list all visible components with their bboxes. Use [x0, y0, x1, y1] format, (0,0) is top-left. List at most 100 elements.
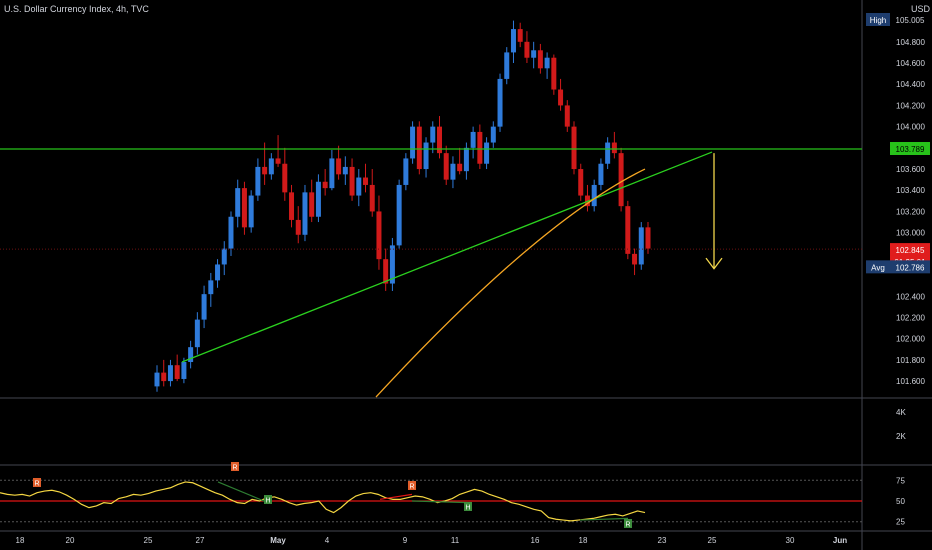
- candle-body: [490, 126, 496, 143]
- divergence-marker-label: H: [265, 498, 270, 505]
- candle-body: [598, 163, 604, 185]
- candle-body: [302, 192, 308, 235]
- candle-body: [504, 52, 510, 79]
- time-tick-label: 18: [16, 536, 25, 545]
- oscillator-line: [0, 481, 646, 522]
- time-tick-label: 20: [66, 536, 75, 545]
- osc-tick-label: 75: [896, 476, 905, 485]
- candle-body: [248, 195, 254, 228]
- time-tick-label: 18: [579, 536, 588, 545]
- avg-value: 102.786: [896, 263, 925, 272]
- divergence-marker-label: R: [409, 484, 414, 491]
- price-tick-label: 104.800: [896, 38, 925, 47]
- high-tag: High: [870, 16, 886, 25]
- candle-body: [289, 192, 295, 220]
- candle-body: [356, 177, 362, 196]
- currency-label: USD: [910, 4, 930, 14]
- high-value-bg: [890, 13, 930, 27]
- price-tick-label: 104.600: [896, 59, 925, 68]
- candle-body: [161, 372, 167, 382]
- candle-body: [376, 211, 382, 260]
- price-value-bg: [890, 243, 930, 257]
- candle-body: [389, 245, 395, 284]
- candle-body: [201, 294, 207, 320]
- candle-body: [262, 166, 268, 175]
- candle-body: [450, 163, 456, 180]
- candle-body: [477, 131, 483, 164]
- candle-body: [645, 227, 651, 249]
- candle-body: [167, 365, 173, 382]
- candle-body: [403, 158, 409, 185]
- price-value: 102.845: [896, 246, 925, 255]
- candle-body: [558, 89, 564, 106]
- divergence-marker-label: R: [625, 522, 630, 529]
- time-tick-label: 25: [708, 536, 717, 545]
- time-tick-label: 23: [658, 536, 667, 545]
- avg-value-bg: [890, 260, 930, 274]
- candle-body: [470, 131, 476, 148]
- candle-body: [463, 147, 469, 172]
- price-tick-label: 102.400: [896, 292, 925, 301]
- price-tick-label: 101.600: [896, 377, 925, 386]
- price-tick-label: 104.200: [896, 101, 925, 110]
- level-value: 103.789: [896, 145, 925, 154]
- divergence-line: [217, 481, 269, 504]
- down-arrow-head: [705, 257, 723, 270]
- divergence-marker: [231, 462, 239, 471]
- time-tick-label: 11: [451, 536, 460, 545]
- candle-body: [181, 362, 187, 379]
- divergence-line: [579, 517, 629, 521]
- candle-body: [531, 50, 537, 58]
- time-tick-label: May: [270, 536, 286, 545]
- time-tick-label: 16: [531, 536, 540, 545]
- candle-body: [315, 181, 321, 217]
- divergence-marker-label: H: [465, 505, 470, 512]
- time-tick-label: 4: [325, 536, 330, 545]
- high-value: 105.005: [896, 16, 925, 25]
- price-tick-label: 103.600: [896, 165, 925, 174]
- candle-body: [551, 57, 557, 90]
- candle-body: [309, 192, 315, 217]
- candle-body: [329, 158, 335, 189]
- candle-body: [571, 126, 577, 170]
- candle-body: [322, 181, 328, 189]
- candle-body: [497, 78, 503, 127]
- candle-body: [282, 163, 288, 193]
- divergence-marker: [464, 502, 472, 511]
- candle-body: [188, 347, 194, 363]
- divergence-marker: [624, 519, 632, 528]
- candle-body: [423, 142, 429, 170]
- candle-body: [524, 41, 530, 58]
- candle-body: [510, 29, 516, 53]
- chart-title: U.S. Dollar Currency Index, 4h, TVC: [4, 4, 149, 14]
- time-tick-label: 9: [403, 536, 408, 545]
- price-tick-label: 102.200: [896, 313, 925, 322]
- divergence-line: [379, 493, 413, 500]
- level-value-bg: [890, 142, 930, 156]
- candle-body: [611, 142, 617, 154]
- candle-body: [436, 126, 442, 154]
- candle-body: [174, 365, 180, 379]
- price-tick-label: 104.400: [896, 80, 925, 89]
- candle-body: [410, 126, 416, 159]
- divergence-marker: [408, 481, 416, 490]
- candle-body: [416, 126, 422, 170]
- osc-tick-label: 25: [896, 518, 905, 527]
- candle-body: [208, 280, 214, 295]
- time-tick-label: 25: [144, 536, 153, 545]
- candle-body: [605, 142, 611, 164]
- candle-body: [275, 158, 281, 164]
- divergence-marker: [264, 495, 272, 504]
- candle-body: [430, 126, 436, 143]
- candle-body: [194, 319, 200, 348]
- high-tag-bg: [866, 13, 890, 26]
- candle-body: [632, 253, 638, 265]
- candle-body: [336, 158, 342, 175]
- candle-body: [268, 158, 274, 175]
- candle-body: [443, 153, 449, 180]
- divergence-line: [411, 500, 469, 504]
- divergence-marker-label: R: [34, 481, 39, 488]
- candle-body: [484, 142, 490, 164]
- candle-body: [591, 184, 597, 207]
